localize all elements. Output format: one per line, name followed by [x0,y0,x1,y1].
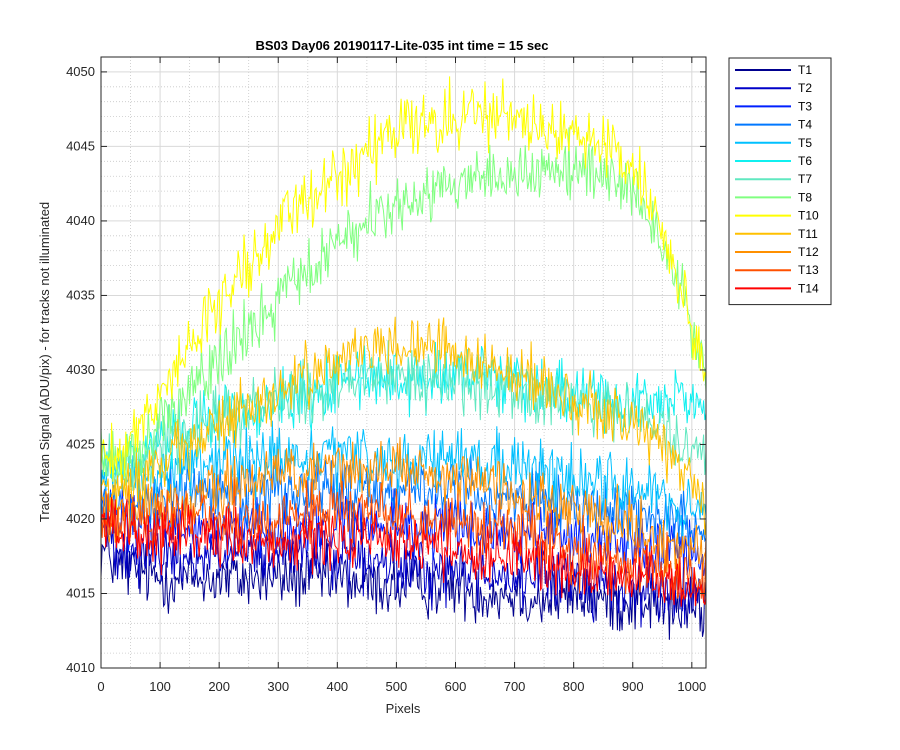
x-tick-label: 100 [149,679,171,694]
axes-box [100,56,707,669]
legend-label: T10 [798,209,819,223]
plot-lines [101,76,706,640]
series-line-t8 [101,127,706,486]
x-tick-label: 700 [504,679,526,694]
x-tick-label: 500 [386,679,408,694]
legend-label: T1 [798,63,812,77]
legend: T1 T2 T3 T4 T5 T6 T7 T8 T10 T11 T12 T13 T14 [728,57,832,306]
y-tick-label: 4040 [66,213,95,228]
series-line-t2 [101,513,706,628]
x-tick-label: 1000 [677,679,706,694]
y-tick-label: 4030 [66,362,95,377]
axes: 0 100 200 300 400 500 600 700 800 900 1000 4010 4015… [66,56,707,694]
x-tick-label: 400 [326,679,348,694]
legend-box [728,57,832,306]
x-tick-label: 300 [267,679,289,694]
y-tick-label: 4010 [66,660,95,675]
y-axis-label: Track Mean Signal (ADU/pix) - for tracks… [37,202,52,522]
x-axis-label: Pixels [386,701,421,716]
y-tick-label: 4045 [66,138,95,153]
y-tick-label: 4050 [66,64,95,79]
legend-label: T13 [798,263,819,277]
y-tick-label: 4015 [66,585,95,600]
legend-label: T6 [798,154,812,168]
legend-label: T12 [798,245,819,259]
legend-label: T3 [798,99,812,113]
legend-label: T8 [798,190,812,204]
legend-label: T11 [798,227,818,241]
x-tick-label: 600 [445,679,467,694]
x-tick-label: 200 [208,679,230,694]
series-line-t5 [101,420,706,546]
legend-label: T2 [798,81,812,95]
series-line-t11 [101,316,706,536]
y-tick-label: 4020 [66,511,95,526]
x-tick-label: 0 [97,679,104,694]
series-line-t14 [101,497,706,607]
x-tick-label: 900 [622,679,644,694]
chart-title: BS03 Day06 20190117-Lite-035 int time = … [255,38,548,53]
legend-label: T14 [798,281,819,295]
x-tick-label: 800 [563,679,585,694]
legend-label: T5 [798,136,812,150]
y-tick-label: 4035 [66,287,95,302]
legend-label: T7 [798,172,812,186]
series-line-t10 [101,76,706,483]
y-tick-label: 4025 [66,436,95,451]
legend-label: T4 [798,118,812,132]
series-line-t13 [101,479,706,604]
